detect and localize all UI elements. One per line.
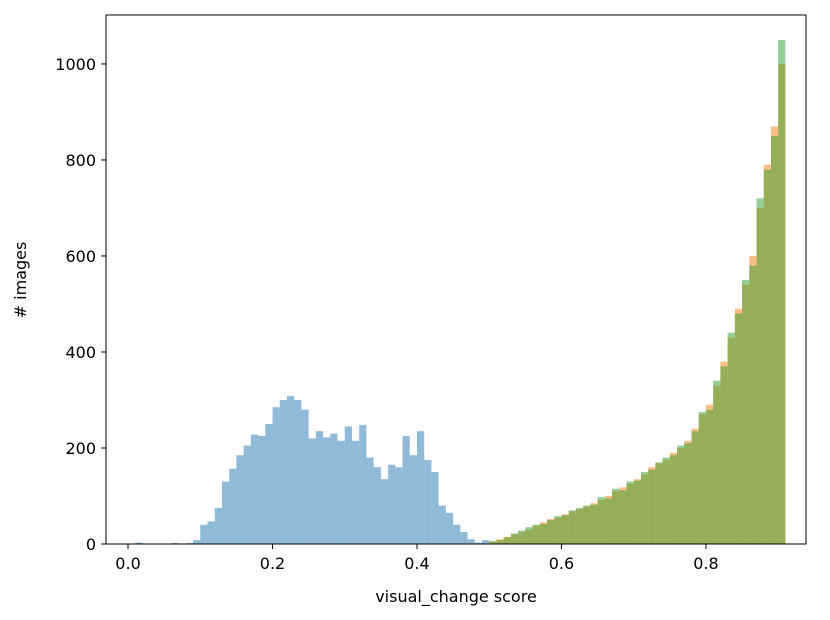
- histogram-bar: [424, 459, 432, 544]
- histogram-bar: [258, 435, 266, 544]
- histogram-bar: [359, 424, 367, 544]
- histogram-bar: [698, 411, 706, 544]
- histogram-bar: [626, 481, 634, 544]
- histogram-bar: [749, 265, 757, 544]
- histogram-bar: [532, 524, 540, 544]
- histogram-bar: [431, 471, 439, 544]
- histogram-bar: [482, 540, 490, 544]
- y-tick-label: 400: [65, 343, 96, 362]
- histogram-bar: [265, 423, 273, 544]
- histogram-bar: [315, 431, 324, 544]
- histogram-bar: [474, 542, 483, 544]
- x-tick-label: 0.6: [549, 554, 574, 573]
- histogram-bar: [380, 479, 389, 544]
- histogram-bar: [301, 409, 309, 544]
- histogram-bar: [763, 169, 771, 544]
- histogram-bar: [489, 541, 497, 544]
- histogram-bar: [286, 396, 295, 544]
- x-tick-label: 0.0: [115, 554, 140, 573]
- histogram-bar: [575, 507, 584, 544]
- histogram-bar: [366, 457, 374, 544]
- histogram-bar: [279, 399, 287, 544]
- histogram-bar: [496, 540, 504, 544]
- histogram-bar: [770, 135, 779, 544]
- histogram-bar: [467, 539, 475, 544]
- x-tick-label: 0.2: [260, 554, 285, 573]
- histogram-bar: [648, 469, 656, 544]
- histogram-bar: [742, 279, 750, 544]
- histogram-bar: [720, 366, 728, 544]
- histogram-bar: [561, 515, 569, 544]
- plot-frame: [105, 14, 807, 545]
- histogram-bar: [597, 496, 605, 544]
- histogram-bar: [568, 510, 576, 544]
- histogram-bar: [684, 443, 692, 544]
- histogram-bar: [243, 445, 251, 544]
- histogram-bar: [604, 498, 613, 544]
- histogram-bar: [221, 481, 230, 544]
- histogram-bar: [655, 462, 663, 544]
- histogram-bar: [539, 523, 548, 544]
- histogram-bar: [409, 455, 417, 544]
- histogram-bar: [323, 437, 331, 544]
- histogram-bar: [554, 516, 562, 544]
- histogram-bar: [207, 521, 215, 544]
- histogram-bar: [727, 332, 735, 544]
- histogram-bar: [662, 457, 670, 544]
- histogram-bar: [619, 490, 627, 544]
- histogram-bar: [691, 431, 699, 544]
- histogram-bar: [344, 426, 352, 544]
- x-tick-label: 0.8: [693, 554, 718, 573]
- histogram-bar: [438, 505, 446, 544]
- histogram-bar: [388, 464, 396, 544]
- histogram-bar: [373, 467, 381, 544]
- histogram-bar: [460, 531, 468, 544]
- histogram-bar: [756, 198, 764, 544]
- histogram-bar: [778, 39, 786, 545]
- histogram-bar: [250, 434, 259, 544]
- histogram-bar: [214, 507, 222, 544]
- histogram-bar: [200, 524, 208, 544]
- histogram-bar: [583, 505, 591, 544]
- histogram-bar: [518, 530, 526, 544]
- histogram-bar: [351, 440, 360, 544]
- histogram-bar: [525, 527, 533, 544]
- histogram-bar: [308, 438, 316, 544]
- histogram-bar: [640, 471, 649, 544]
- y-tick-label: 1000: [55, 55, 96, 74]
- histogram-bar: [402, 435, 410, 544]
- histogram-bar: [445, 512, 454, 544]
- histogram-bar: [337, 440, 345, 544]
- histogram-bar: [547, 519, 555, 544]
- x-axis-label: visual_change score: [375, 587, 537, 607]
- histogram-bar: [330, 433, 338, 544]
- histogram-bar: [395, 467, 403, 544]
- histogram-bar: [510, 533, 519, 544]
- histogram-bar: [734, 313, 743, 544]
- histogram-bar: [135, 542, 143, 544]
- y-axis-label: # images: [11, 242, 30, 319]
- histogram-bar: [705, 409, 714, 544]
- histogram-bar: [193, 540, 201, 544]
- histogram-bar: [590, 504, 598, 544]
- y-tick-label: 0: [86, 535, 96, 554]
- histogram-bar: [229, 468, 237, 544]
- histogram-bar: [416, 431, 425, 544]
- histogram-bar: [677, 445, 685, 544]
- histogram-bar: [669, 455, 678, 544]
- histogram-bar: [294, 399, 302, 544]
- histogram-bar: [272, 407, 280, 544]
- histogram-bar: [612, 488, 620, 544]
- y-tick-label: 800: [65, 151, 96, 170]
- histogram-bar: [236, 455, 244, 544]
- histogram-bar: [503, 537, 511, 544]
- histogram-bar: [713, 380, 721, 544]
- x-tick-label: 0.4: [404, 554, 429, 573]
- histogram-bar: [633, 480, 641, 544]
- y-tick-label: 600: [65, 247, 96, 266]
- y-tick-label: 200: [65, 439, 96, 458]
- histogram-bar: [453, 524, 461, 544]
